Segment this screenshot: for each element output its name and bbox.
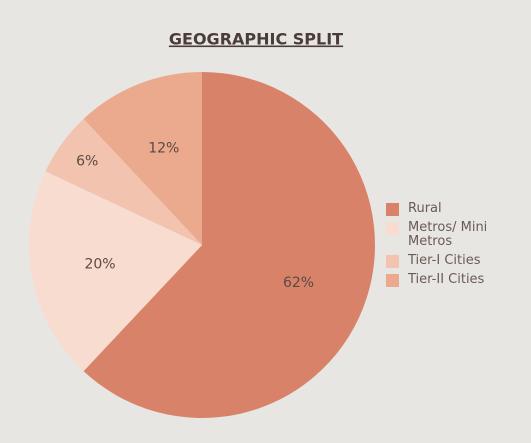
chart-title: GEOGRAPHIC SPLIT bbox=[169, 30, 343, 49]
legend-label: Tier-II Cities bbox=[408, 272, 485, 287]
data-label: 12% bbox=[148, 140, 179, 156]
legend-label: Rural bbox=[408, 201, 442, 216]
pie-slice bbox=[83, 72, 202, 245]
data-label: 62% bbox=[283, 275, 314, 291]
legend-item: Tier-I Cities bbox=[386, 254, 526, 268]
legend-swatch bbox=[386, 222, 399, 235]
legend-swatch bbox=[386, 274, 399, 287]
pie-slice bbox=[83, 72, 376, 418]
data-label: 20% bbox=[84, 256, 115, 272]
legend: Rural Metros/ Mini Metros Tier-I Cities Tie… bbox=[386, 202, 526, 292]
data-label: 6% bbox=[76, 154, 98, 170]
legend-item: Metros/ Mini Metros bbox=[386, 221, 526, 249]
legend-label: Tier-I Cities bbox=[408, 253, 481, 268]
pie-slice bbox=[28, 171, 202, 372]
legend-swatch bbox=[386, 255, 399, 268]
pie-slice bbox=[45, 118, 202, 245]
legend-item: Tier-II Cities bbox=[386, 273, 526, 287]
legend-label: Metros/ Mini Metros bbox=[408, 220, 488, 249]
legend-swatch bbox=[386, 203, 399, 216]
legend-item: Rural bbox=[386, 202, 526, 216]
